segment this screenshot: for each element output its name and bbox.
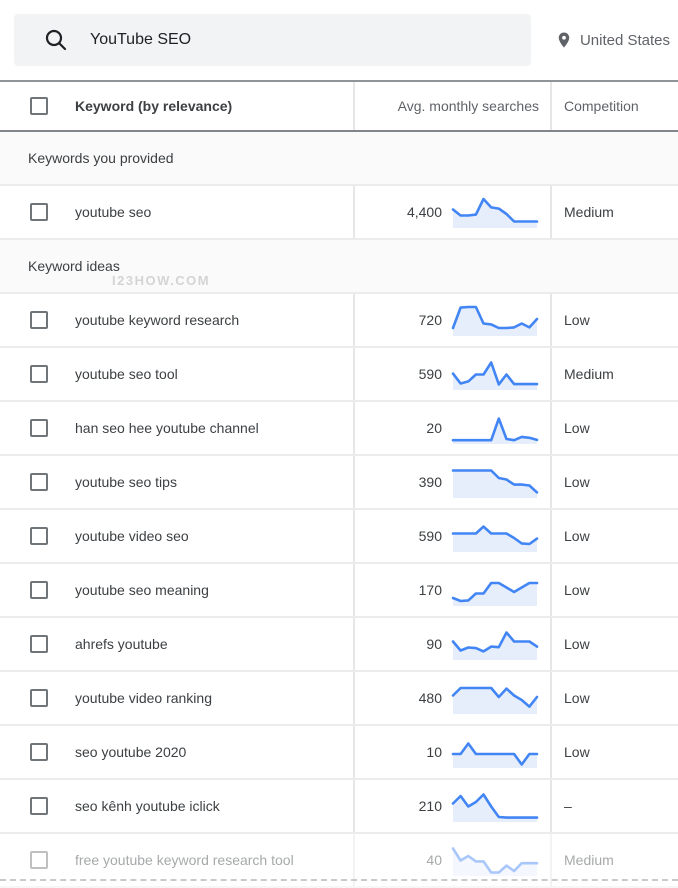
row-checkbox[interactable] <box>30 473 48 491</box>
table-row[interactable]: youtube video seo 590 Low <box>0 510 678 564</box>
keyword-label: seo kênh youtube iclick <box>75 798 220 814</box>
searches-value: 210 <box>418 798 442 814</box>
location-pin-icon <box>558 32 570 48</box>
trend-sparkline <box>451 581 539 606</box>
row-checkbox[interactable] <box>30 203 48 221</box>
keyword-label: free youtube keyword research tool <box>75 852 294 868</box>
trend-sparkline <box>451 793 539 822</box>
table-row[interactable]: youtube keyword research 720 Low <box>0 294 678 348</box>
keyword-label: han seo hee youtube channel <box>75 420 259 436</box>
row-checkbox[interactable] <box>30 797 48 815</box>
trend-sparkline <box>451 417 539 444</box>
keyword-label: youtube video seo <box>75 528 189 544</box>
searches-value: 90 <box>426 636 442 652</box>
searches-value: 590 <box>418 366 442 382</box>
keyword-label: youtube seo <box>75 204 152 220</box>
competition-value: Medium <box>564 366 614 382</box>
row-checkbox[interactable] <box>30 419 48 437</box>
keyword-label: youtube seo meaning <box>75 582 209 598</box>
keyword-label: youtube seo tips <box>75 474 177 490</box>
searches-value: 20 <box>426 420 442 436</box>
search-icon <box>45 29 67 51</box>
table-row[interactable]: youtube seo tips 390 Low <box>0 456 678 510</box>
competition-value: Medium <box>564 204 614 220</box>
row-checkbox[interactable] <box>30 581 48 599</box>
table-row[interactable]: youtube seo meaning 170 Low <box>0 564 678 618</box>
keyword-label: youtube seo tool <box>75 366 178 382</box>
table-row[interactable]: han seo hee youtube channel 20 Low <box>0 402 678 456</box>
row-checkbox[interactable] <box>30 527 48 545</box>
searches-value: 4,400 <box>406 204 442 220</box>
section-keyword-ideas: Keyword ideas <box>0 240 678 294</box>
row-checkbox[interactable] <box>30 851 48 869</box>
searches-column-header[interactable]: Avg. monthly searches <box>355 82 552 130</box>
trend-sparkline <box>451 197 539 228</box>
keyword-label: seo youtube 2020 <box>75 744 187 760</box>
trend-sparkline <box>451 361 539 390</box>
keyword-label: youtube video ranking <box>75 690 212 706</box>
competition-value: Low <box>564 528 590 544</box>
searches-value: 590 <box>418 528 442 544</box>
row-checkbox[interactable] <box>30 365 48 383</box>
table-cutoff-divider <box>0 879 678 881</box>
trend-sparkline <box>451 631 539 660</box>
table-row[interactable]: seo youtube 2020 10 Low <box>0 726 678 780</box>
provided-rows-group: youtube seo 4,400 Medium <box>0 186 678 240</box>
table-row[interactable]: youtube video ranking 480 Low <box>0 672 678 726</box>
competition-value: Low <box>564 636 590 652</box>
searches-value: 10 <box>426 744 442 760</box>
competition-column-header[interactable]: Competition <box>564 98 639 114</box>
table-row[interactable]: seo kênh youtube iclick 210 – <box>0 780 678 834</box>
searches-value: 720 <box>418 312 442 328</box>
trend-sparkline <box>451 469 539 498</box>
row-checkbox[interactable] <box>30 635 48 653</box>
row-checkbox[interactable] <box>30 689 48 707</box>
trend-sparkline <box>451 686 539 714</box>
competition-value: Low <box>564 474 590 490</box>
searches-value: 40 <box>426 852 442 868</box>
keyword-label: ahrefs youtube <box>75 636 168 652</box>
table-row[interactable]: youtube seo tool 590 Medium <box>0 348 678 402</box>
table-row[interactable]: ahrefs youtube 90 Low <box>0 618 678 672</box>
trend-sparkline <box>451 847 539 876</box>
keyword-label: youtube keyword research <box>75 312 240 328</box>
row-checkbox[interactable] <box>30 743 48 761</box>
competition-value: – <box>564 798 572 814</box>
row-checkbox[interactable] <box>30 311 48 329</box>
trend-sparkline <box>451 742 539 768</box>
competition-value: Low <box>564 744 590 760</box>
search-input[interactable] <box>88 30 515 50</box>
location-selector[interactable]: United States <box>555 31 672 49</box>
keyword-table: Keyword (by relevance) Avg. monthly sear… <box>0 80 678 888</box>
searches-value: 480 <box>418 690 442 706</box>
top-bar: United States <box>0 0 678 80</box>
table-header-row: Keyword (by relevance) Avg. monthly sear… <box>0 82 678 132</box>
searches-value: 170 <box>418 582 442 598</box>
competition-value: Low <box>564 420 590 436</box>
keyword-column-header[interactable]: Keyword (by relevance) <box>75 98 233 114</box>
table-row[interactable]: youtube seo 4,400 Medium <box>0 186 678 240</box>
competition-value: Medium <box>564 852 614 868</box>
competition-value: Low <box>564 312 590 328</box>
location-label: United States <box>579 31 670 49</box>
trend-sparkline <box>451 525 539 552</box>
trend-sparkline <box>451 305 539 336</box>
competition-value: Low <box>564 582 590 598</box>
section-keywords-you-provided: Keywords you provided <box>0 132 678 186</box>
searches-value: 390 <box>418 474 442 490</box>
idea-rows-group: youtube keyword research 720 Low youtube… <box>0 294 678 888</box>
competition-value: Low <box>564 690 590 706</box>
keyword-search-box[interactable] <box>14 14 531 66</box>
select-all-checkbox[interactable] <box>30 97 48 115</box>
